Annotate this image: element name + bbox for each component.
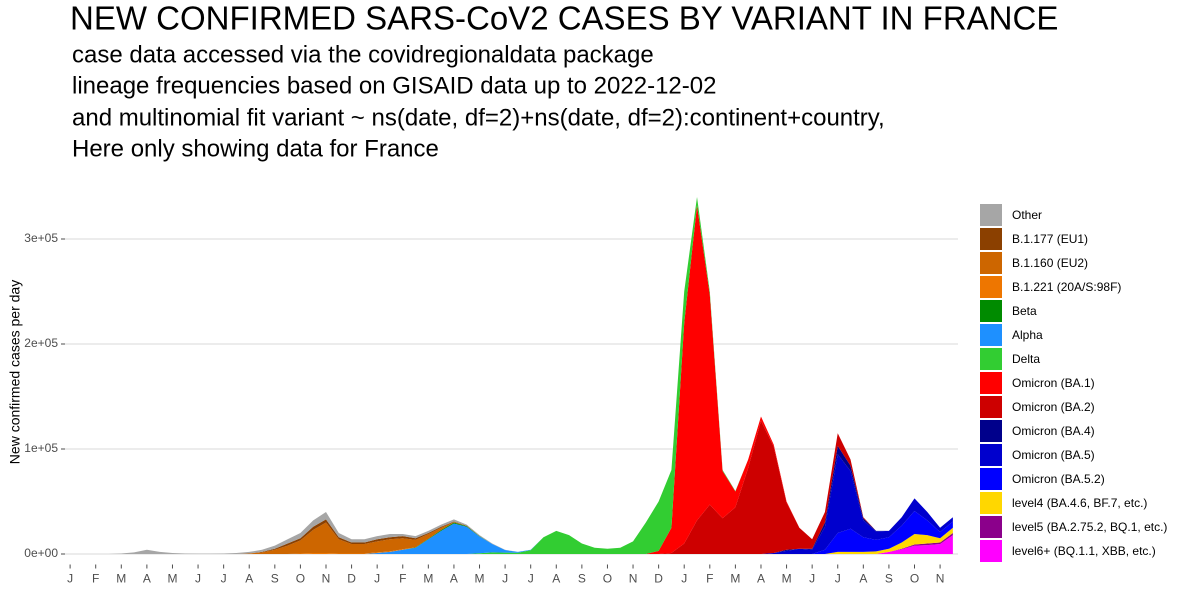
legend-swatch [980, 420, 1002, 442]
x-tick-label: M [782, 572, 792, 586]
x-tick-label: J [374, 572, 380, 586]
x-tick-label: A [245, 572, 253, 586]
x-tick-label: F [92, 572, 99, 586]
area [70, 197, 953, 554]
area [70, 197, 953, 554]
x-tick-label: N [936, 572, 945, 586]
x-tick-label: N [629, 572, 638, 586]
legend-swatch [980, 228, 1002, 250]
x-tick-label: J [195, 572, 201, 586]
legend-label: Omicron (BA.5) [1012, 448, 1095, 462]
area [70, 197, 953, 554]
x-tick-label: O [296, 572, 305, 586]
chart-title: NEW CONFIRMED SARS-CoV2 CASES BY VARIANT… [70, 0, 1058, 37]
x-tick-label: A [450, 572, 458, 586]
legend-swatch [980, 444, 1002, 466]
x-tick-label: J [221, 572, 227, 586]
legend-swatch [980, 540, 1002, 562]
legend-swatch [980, 492, 1002, 514]
x-tick-label: J [835, 572, 841, 586]
y-tick-label: 3e+05 [24, 231, 58, 245]
legend-swatch [980, 372, 1002, 394]
x-tick-label: M [730, 572, 740, 586]
legend-label: level5 (BA.2.75.2, BQ.1, etc.) [1012, 520, 1167, 534]
legend-label: Omicron (BA.4) [1012, 424, 1095, 438]
x-tick-label: A [143, 572, 151, 586]
subtitle: and multinomial fit variant ~ ns(date, d… [72, 104, 885, 131]
x-tick-label: A [757, 572, 765, 586]
x-tick-label: J [67, 572, 73, 586]
y-axis-label: New confirmed cases per day [7, 280, 23, 464]
x-tick-label: M [116, 572, 126, 586]
x-tick-label: F [399, 572, 406, 586]
y-tick-label: 0e+00 [24, 546, 58, 560]
area [70, 205, 953, 554]
x-tick-label: J [681, 572, 687, 586]
legend-swatch [980, 300, 1002, 322]
y-tick-label: 2e+05 [24, 336, 58, 350]
x-tick-label: S [271, 572, 279, 586]
x-tick-label: F [706, 572, 713, 586]
legend-label: Delta [1012, 352, 1040, 366]
legend-swatch [980, 252, 1002, 274]
x-tick-label: M [423, 572, 433, 586]
area [70, 510, 953, 554]
legend-swatch [980, 324, 1002, 346]
legend-swatch [980, 276, 1002, 298]
legend-swatch [980, 468, 1002, 490]
area [70, 197, 953, 554]
legend-swatch [980, 348, 1002, 370]
legend-swatch [980, 204, 1002, 226]
subtitle: Here only showing data for France [72, 135, 439, 162]
legend-label: B.1.160 (EU2) [1012, 256, 1088, 270]
area [70, 454, 953, 554]
area [70, 197, 953, 554]
area [70, 197, 953, 554]
x-tick-label: J [528, 572, 534, 586]
x-tick-label: J [502, 572, 508, 586]
y-tick-label: 1e+05 [24, 441, 58, 455]
x-tick-label: A [552, 572, 560, 586]
legend-swatch [980, 396, 1002, 418]
x-tick-label: O [603, 572, 612, 586]
x-tick-label: D [654, 572, 663, 586]
legend-label: B.1.221 (20A/S:98F) [1012, 280, 1121, 294]
legend-label: Other [1012, 208, 1042, 222]
x-tick-label: J [809, 572, 815, 586]
legend-label: B.1.177 (EU1) [1012, 232, 1088, 246]
legend-label: Omicron (BA.2) [1012, 400, 1095, 414]
legend-label: Omicron (BA.5.2) [1012, 472, 1105, 486]
x-tick-label: M [475, 572, 485, 586]
x-tick-label: S [885, 572, 893, 586]
x-tick-label: O [910, 572, 919, 586]
subtitle: case data accessed via the covidregional… [72, 41, 654, 68]
x-tick-label: D [347, 572, 356, 586]
legend-label: Alpha [1012, 328, 1043, 342]
area [70, 420, 953, 554]
legend-label: level4 (BA.4.6, BF.7, etc.) [1012, 496, 1147, 510]
legend-label: Beta [1012, 304, 1037, 318]
x-tick-label: N [322, 572, 331, 586]
x-tick-label: A [859, 572, 867, 586]
legend-label: level6+ (BQ.1.1, XBB, etc.) [1012, 544, 1156, 558]
subtitle: lineage frequencies based on GISAID data… [72, 72, 716, 99]
legend-label: Omicron (BA.1) [1012, 376, 1095, 390]
area [70, 197, 953, 554]
x-tick-label: S [578, 572, 586, 586]
x-tick-label: M [167, 572, 177, 586]
legend-swatch [980, 516, 1002, 538]
